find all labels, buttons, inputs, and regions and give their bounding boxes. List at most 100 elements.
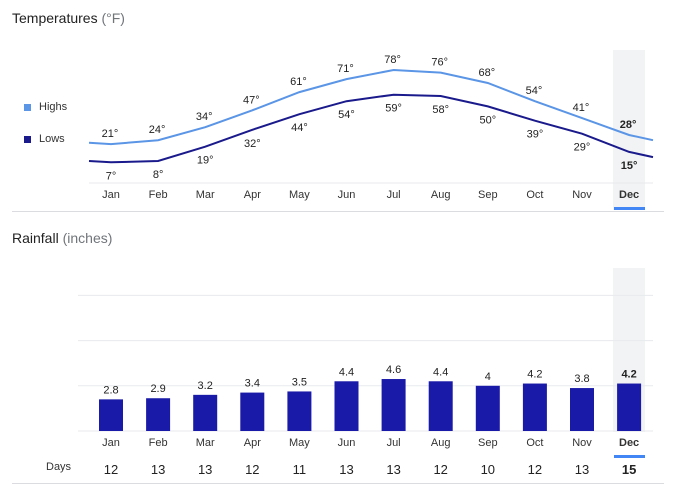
bottom-divider bbox=[12, 483, 664, 484]
days-value-jul: 13 bbox=[386, 462, 400, 477]
days-value-oct: 12 bbox=[528, 462, 542, 477]
temp-month-jan: Jan bbox=[102, 189, 120, 201]
rain-month-highlight-bar bbox=[614, 455, 645, 458]
lows-label-jan: 7° bbox=[106, 170, 117, 182]
rain-label-apr: 3.4 bbox=[245, 378, 260, 390]
lows-label-sep: 50° bbox=[479, 114, 496, 126]
highs-label-jan: 21° bbox=[102, 128, 119, 140]
rain-bar-jan bbox=[99, 399, 123, 431]
days-value-feb: 13 bbox=[151, 462, 165, 477]
rain-bar-jun bbox=[334, 381, 359, 431]
rain-bar-aug bbox=[428, 381, 453, 431]
lows-line bbox=[88, 93, 654, 164]
rain-bar-mar bbox=[193, 394, 218, 431]
lows-label-jul: 59° bbox=[385, 103, 402, 115]
days-label: Days bbox=[46, 461, 72, 473]
lows-label-oct: 39° bbox=[527, 129, 544, 141]
temperatures-title-text: Temperatures bbox=[12, 10, 98, 26]
rain-label-feb: 2.9 bbox=[150, 383, 165, 395]
temp-month-oct: Oct bbox=[526, 189, 543, 201]
legend-highs-swatch bbox=[24, 103, 31, 111]
temp-month-dec: Dec bbox=[619, 189, 639, 201]
legend-lows: Lows bbox=[24, 133, 65, 145]
highs-label-feb: 24° bbox=[149, 124, 166, 136]
temp-month-jun: Jun bbox=[338, 189, 356, 201]
temp-month-highlight-bar bbox=[614, 207, 645, 210]
rain-bar-sep bbox=[475, 385, 500, 431]
rainfall-title: Rainfall (inches) bbox=[12, 230, 112, 246]
rain-bar-nov bbox=[570, 388, 594, 431]
highs-label-sep: 68° bbox=[478, 67, 495, 79]
temp-month-mar: Mar bbox=[196, 189, 215, 201]
highs-label-jun: 71° bbox=[337, 63, 354, 75]
rain-label-nov: 3.8 bbox=[574, 373, 589, 385]
days-value-jun: 13 bbox=[339, 462, 353, 477]
lows-label-aug: 58° bbox=[432, 104, 449, 116]
rain-month-apr: Apr bbox=[244, 437, 261, 449]
rain-month-dec: Dec bbox=[619, 437, 639, 449]
temp-month-jul: Jul bbox=[387, 189, 401, 201]
rainfall-title-text: Rainfall bbox=[12, 230, 59, 246]
rain-bar-feb bbox=[146, 398, 171, 431]
rain-label-jun: 4.4 bbox=[339, 366, 354, 378]
temp-month-aug: Aug bbox=[431, 189, 451, 201]
temp-month-nov: Nov bbox=[572, 189, 592, 201]
days-value-sep: 10 bbox=[481, 462, 495, 477]
rain-month-mar: Mar bbox=[196, 437, 215, 449]
temp-month-sep: Sep bbox=[478, 189, 498, 201]
legend-highs-label: Highs bbox=[39, 101, 68, 113]
temp-month-apr: Apr bbox=[244, 189, 261, 201]
days-value-may: 11 bbox=[293, 462, 307, 477]
rain-month-may: May bbox=[289, 437, 310, 449]
rain-label-sep: 4 bbox=[485, 371, 491, 383]
highs-label-nov: 41° bbox=[573, 102, 590, 114]
rain-label-may: 3.5 bbox=[292, 376, 307, 388]
rain-bar-may bbox=[287, 391, 312, 431]
rain-label-aug: 4.4 bbox=[433, 366, 448, 378]
highs-label-dec: 28° bbox=[620, 119, 637, 131]
lows-label-jun: 54° bbox=[338, 109, 355, 121]
lows-label-feb: 8° bbox=[153, 169, 164, 181]
rain-label-dec: 4.2 bbox=[621, 369, 636, 381]
rain-month-aug: Aug bbox=[431, 437, 451, 449]
highs-label-jul: 78° bbox=[384, 54, 401, 66]
rain-month-jul: Jul bbox=[387, 437, 401, 449]
section-divider bbox=[12, 211, 664, 212]
rain-bar-jul bbox=[381, 379, 406, 431]
days-value-nov: 13 bbox=[575, 462, 589, 477]
temperatures-title: Temperatures (°F) bbox=[12, 10, 125, 26]
lows-label-mar: 19° bbox=[197, 155, 214, 167]
days-value-mar: 13 bbox=[198, 462, 212, 477]
lows-label-apr: 32° bbox=[244, 138, 261, 150]
rain-bar-dec bbox=[617, 383, 642, 431]
days-value-aug: 12 bbox=[433, 462, 447, 477]
rain-month-feb: Feb bbox=[149, 437, 168, 449]
rain-bar-oct bbox=[522, 383, 547, 431]
rain-month-jun: Jun bbox=[338, 437, 356, 449]
lows-label-may: 44° bbox=[291, 122, 308, 134]
days-value-apr: 12 bbox=[245, 462, 259, 477]
legend-lows-label: Lows bbox=[39, 133, 65, 145]
temp-month-may: May bbox=[289, 189, 310, 201]
highs-label-mar: 34° bbox=[196, 111, 213, 123]
rain-label-mar: 3.2 bbox=[198, 380, 213, 392]
lows-label-dec: 15° bbox=[621, 160, 638, 172]
rain-bar-apr bbox=[240, 392, 265, 431]
rain-month-nov: Nov bbox=[572, 437, 592, 449]
rain-label-jul: 4.6 bbox=[386, 364, 401, 376]
highs-label-aug: 76° bbox=[431, 57, 448, 69]
rain-label-jan: 2.8 bbox=[103, 384, 118, 396]
temperatures-unit: (°F) bbox=[101, 10, 125, 26]
rain-month-oct: Oct bbox=[526, 437, 543, 449]
rain-month-sep: Sep bbox=[478, 437, 498, 449]
legend-highs: Highs bbox=[24, 101, 67, 113]
days-value-dec: 15 bbox=[622, 462, 636, 477]
rain-month-jan: Jan bbox=[102, 437, 120, 449]
legend-lows-swatch bbox=[24, 135, 31, 143]
rain-label-oct: 4.2 bbox=[527, 369, 542, 381]
days-value-jan: 12 bbox=[104, 462, 118, 477]
highs-label-oct: 54° bbox=[526, 85, 543, 97]
rainfall-unit: (inches) bbox=[62, 230, 113, 246]
lows-label-nov: 29° bbox=[574, 142, 591, 154]
